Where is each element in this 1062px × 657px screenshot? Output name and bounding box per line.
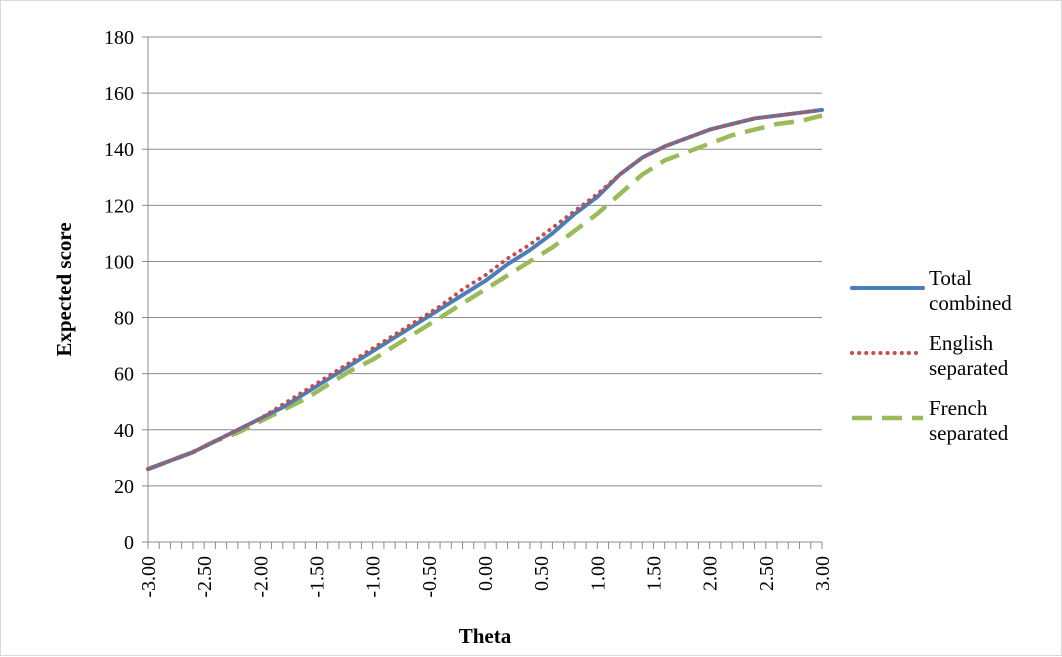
y-tick-label: 60	[114, 364, 134, 386]
legend-label: English separated	[929, 331, 1009, 380]
y-tick-label: 80	[114, 308, 134, 330]
series-line-french-separated	[147, 113, 823, 472]
gridlines	[148, 36, 822, 487]
x-tick-label: -2.00	[250, 556, 272, 598]
legend: Total combined English separated French separ…	[850, 266, 1012, 445]
x-tick-label: 2.00	[700, 556, 722, 591]
series-line-total-combined	[146, 107, 824, 472]
y-tick-label: 160	[104, 83, 134, 105]
legend-item-total-combined: Total combined	[850, 266, 1012, 315]
x-tick-label: 0.50	[531, 556, 553, 591]
x-axis-title: Theta	[459, 624, 512, 648]
series-lines	[146, 107, 824, 472]
x-tick-label: -2.50	[194, 556, 216, 598]
y-tick-label: 0	[124, 532, 134, 554]
x-tick-label: -1.00	[363, 556, 385, 598]
legend-item-english-separated: English separated	[850, 331, 1009, 380]
y-tick-label: 120	[104, 195, 134, 217]
x-tick-label: 1.00	[587, 556, 609, 591]
x-tick-label: -0.50	[419, 556, 441, 598]
y-tick-label: 20	[114, 476, 134, 498]
x-tick-label: -3.00	[138, 556, 160, 598]
x-tick-label: 1.50	[644, 556, 666, 591]
legend-item-french-separated: French separated	[852, 396, 1009, 445]
y-tick-label: 100	[104, 251, 134, 273]
x-tick-label: 3.00	[812, 556, 834, 591]
series-line-english-separated	[146, 107, 824, 472]
x-tick-label: -1.50	[307, 556, 329, 598]
axes: 0 20 40 60 80 100 120 140 160 180 -3.00 -2.50 -2.00 -…	[104, 27, 834, 598]
x-tick-label: 0.00	[475, 556, 497, 591]
x-tick-label: 2.50	[756, 556, 778, 591]
y-tick-label: 40	[114, 420, 134, 442]
y-axis-title: Expected score	[52, 222, 76, 356]
legend-label: French separated	[929, 396, 1009, 445]
legend-label: Total combined	[929, 266, 1012, 315]
y-tick-label: 180	[104, 27, 134, 49]
y-tick-label: 140	[104, 139, 134, 161]
